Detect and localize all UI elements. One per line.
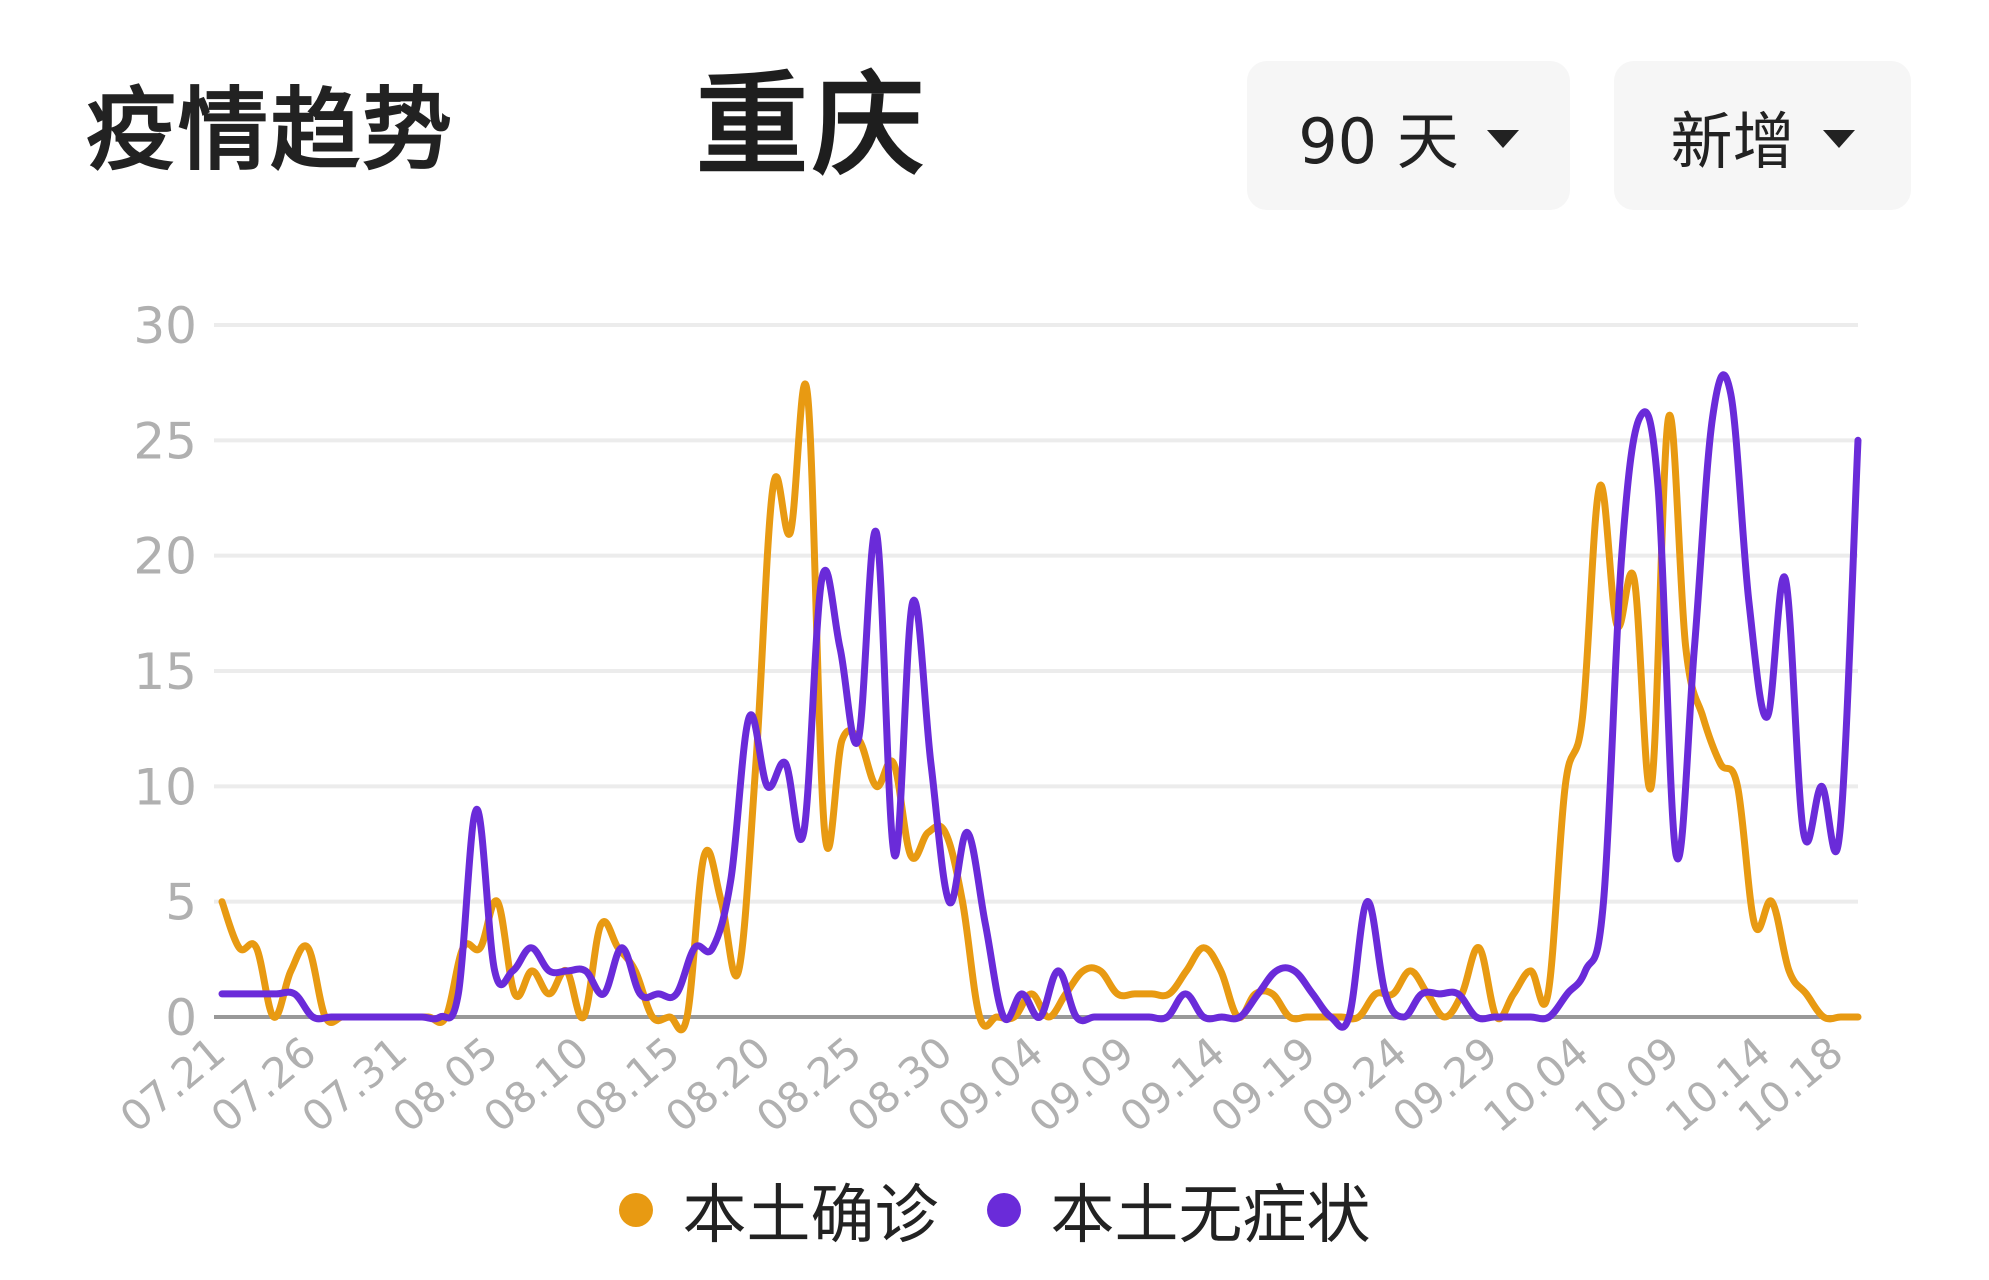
chart-legend: 本土确诊 本土无症状 [0, 1170, 1989, 1253]
legend-item-confirmed[interactable]: 本土确诊 [618, 1164, 939, 1256]
caret-down-icon [1486, 129, 1519, 148]
x-tick-label: 08.20 [656, 1027, 780, 1142]
legend-dot-asymptomatic [986, 1193, 1021, 1227]
x-tick-label: 10.09 [1565, 1027, 1689, 1142]
series-line-asymptomatic [218, 371, 1862, 1031]
x-tick-label: 08.05 [383, 1027, 507, 1142]
x-tick-label: 09.14 [1111, 1027, 1235, 1142]
x-tick-label: 08.10 [474, 1027, 598, 1142]
y-tick-label: 10 [133, 758, 197, 816]
time-range-label: 90 天 [1298, 104, 1459, 178]
y-tick-label: 25 [133, 412, 197, 470]
y-tick-label: 0 [165, 989, 197, 1047]
legend-label-confirmed: 本土确诊 [682, 1179, 939, 1253]
x-tick-label: 10.04 [1474, 1027, 1598, 1142]
legend-dot-confirmed [618, 1193, 653, 1227]
x-tick-label: 09.09 [1020, 1027, 1144, 1142]
metric-dropdown[interactable]: 新增 [1614, 61, 1911, 210]
x-tick-label: 07.31 [293, 1027, 417, 1142]
y-tick-label: 15 [133, 643, 197, 701]
x-tick-label: 09.19 [1201, 1027, 1325, 1142]
caret-down-icon [1822, 129, 1855, 148]
x-tick-label: 09.04 [929, 1027, 1053, 1142]
y-tick-label: 20 [133, 528, 197, 586]
x-tick-label: 07.26 [202, 1027, 326, 1142]
y-tick-label: 5 [165, 874, 197, 932]
x-tick-label: 08.30 [838, 1027, 962, 1142]
x-tick-label: 09.24 [1292, 1027, 1416, 1142]
trend-chart: 05101520253007.2107.2607.3108.0508.1008.… [111, 297, 1862, 1142]
time-range-dropdown[interactable]: 90 天 [1247, 61, 1570, 210]
x-tick-label: 08.25 [747, 1027, 871, 1142]
legend-item-asymptomatic[interactable]: 本土无症状 [986, 1164, 1371, 1256]
region-title: 重庆 [696, 61, 928, 191]
legend-label-asymptomatic: 本土无症状 [1050, 1179, 1371, 1253]
metric-label: 新增 [1670, 104, 1795, 178]
x-tick-label: 09.29 [1383, 1027, 1507, 1142]
y-tick-label: 30 [133, 297, 197, 355]
x-tick-label: 08.15 [565, 1027, 689, 1142]
page-title: 疫情趋势 [86, 78, 454, 183]
